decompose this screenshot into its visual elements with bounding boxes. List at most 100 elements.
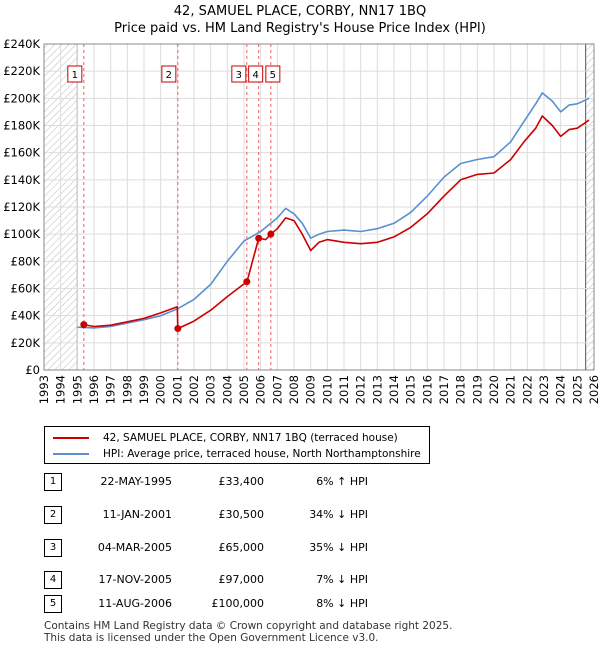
x-tick-label: 2010 xyxy=(320,375,334,404)
chart-title: 42, SAMUEL PLACE, CORBY, NN17 1BQ xyxy=(173,4,427,19)
y-tick-label: £240K xyxy=(3,37,40,51)
sale-point xyxy=(243,278,251,286)
transaction-number: 1 xyxy=(44,473,62,491)
x-tick-label: 2025 xyxy=(570,375,584,404)
transaction-price: £33,400 xyxy=(218,475,265,488)
x-tick-label: 2022 xyxy=(520,375,534,404)
plot-frame xyxy=(43,43,595,371)
footer: Contains HM Land Registry data © Crown c… xyxy=(44,620,452,644)
transaction-number: 4 xyxy=(44,571,62,589)
table-row: 5 11-AUG-2006 £100,000 8% ↓ HPI xyxy=(44,595,444,613)
y-tick-label: £120K xyxy=(3,200,40,214)
x-tick-label: 2013 xyxy=(370,375,384,404)
x-tick-label: 2007 xyxy=(270,375,284,404)
legend-swatch-property xyxy=(53,437,89,439)
legend-swatch-hpi xyxy=(53,453,89,455)
series-line xyxy=(77,92,590,329)
transaction-hpi-diff: 34% ↓ HPI xyxy=(309,508,368,521)
transaction-hpi-diff: 35% ↓ HPI xyxy=(309,541,368,554)
y-tick-label: £80K xyxy=(11,254,41,268)
sale-label-box xyxy=(161,65,177,83)
x-tick-label: 2019 xyxy=(470,375,484,404)
sale-point xyxy=(80,321,88,329)
y-tick-label: £140K xyxy=(3,173,40,187)
legend-item-hpi: HPI: Average price, terraced house, Nort… xyxy=(53,447,421,461)
sale-label-box xyxy=(248,65,264,83)
transaction-date: 11-JAN-2001 xyxy=(102,508,172,521)
y-tick-label: £0 xyxy=(25,363,40,377)
sale-label: 2 xyxy=(166,70,172,81)
table-row: 4 17-NOV-2005 £97,000 7% ↓ HPI xyxy=(44,571,444,589)
transaction-price: £100,000 xyxy=(211,597,265,610)
y-tick-label: £20K xyxy=(11,336,41,350)
x-tick-label: 1999 xyxy=(137,375,151,404)
transaction-date: 22-MAY-1995 xyxy=(100,475,172,488)
table-row: 3 04-MAR-2005 £65,000 35% ↓ HPI xyxy=(44,539,444,557)
sale-label: 5 xyxy=(270,70,276,81)
transaction-number: 2 xyxy=(44,506,62,524)
transaction-hpi-diff: 7% ↓ HPI xyxy=(316,573,368,586)
price-chart: 1 2 3 4 5 £0 £20K £40K £60K £80K £100K £120K £140K £1… xyxy=(3,37,600,404)
legend: 42, SAMUEL PLACE, CORBY, NN17 1BQ (terra… xyxy=(44,426,430,464)
sale-point xyxy=(174,325,182,333)
copyright-text: Contains HM Land Registry data © Crown c… xyxy=(44,620,453,632)
x-tick-label: 1993 xyxy=(37,375,51,404)
x-tick-label: 2009 xyxy=(304,375,318,404)
chart-subtitle: Price paid vs. HM Land Registry's House … xyxy=(114,21,486,36)
x-tick-label: 2012 xyxy=(354,375,368,404)
sale-label-box xyxy=(67,65,83,83)
x-tick-label: 2006 xyxy=(254,375,268,404)
transaction-price: £65,000 xyxy=(218,541,265,554)
x-tick-label: 2015 xyxy=(404,375,418,404)
transaction-number: 3 xyxy=(44,539,62,557)
x-tick-label: 2020 xyxy=(487,375,501,404)
transaction-date: 11-AUG-2006 xyxy=(98,597,172,610)
x-tick-label: 1998 xyxy=(120,375,134,404)
x-tick-label: 2003 xyxy=(204,375,218,404)
x-tick-label: 2000 xyxy=(154,375,168,404)
x-tick-label: 2021 xyxy=(504,375,518,404)
y-tick-label: £60K xyxy=(11,282,41,296)
series-line xyxy=(83,115,590,330)
sale-point xyxy=(267,230,275,238)
y-tick-label: £40K xyxy=(11,309,41,323)
x-tick-label: 2023 xyxy=(537,375,551,404)
x-tick-label: 2026 xyxy=(587,375,600,404)
x-tick-label: 2016 xyxy=(420,375,434,404)
x-tick-label: 2002 xyxy=(187,375,201,404)
x-tick-label: 2017 xyxy=(437,375,451,404)
x-tick-label: 2001 xyxy=(170,375,184,404)
sale-label: 4 xyxy=(252,70,258,81)
x-tick-label: 2014 xyxy=(387,375,401,404)
x-tick-label: 1997 xyxy=(104,375,118,404)
sale-label: 3 xyxy=(236,70,242,81)
transaction-date: 17-NOV-2005 xyxy=(98,573,172,586)
x-tick-label: 2008 xyxy=(287,375,301,404)
license-text: This data is licensed under the Open Gov… xyxy=(44,632,379,644)
sale-label-box xyxy=(265,65,281,83)
y-tick-label: £180K xyxy=(3,119,40,133)
legend-label-hpi: HPI: Average price, terraced house, Nort… xyxy=(103,448,421,460)
x-tick-label: 2024 xyxy=(554,375,568,404)
transaction-hpi-diff: 6% ↑ HPI xyxy=(316,475,368,488)
transaction-price: £30,500 xyxy=(218,508,265,521)
transaction-price: £97,000 xyxy=(218,573,265,586)
legend-label-property: 42, SAMUEL PLACE, CORBY, NN17 1BQ (terra… xyxy=(103,432,398,444)
x-tick-label: 1994 xyxy=(54,375,68,404)
x-tick-label: 2005 xyxy=(237,375,251,404)
y-tick-label: £220K xyxy=(3,64,40,78)
x-tick-label: 2004 xyxy=(220,375,234,404)
sale-label-box xyxy=(231,65,247,83)
x-tick-label: 1996 xyxy=(87,375,101,404)
table-row: 2 11-JAN-2001 £30,500 34% ↓ HPI xyxy=(44,506,444,524)
x-tick-label: 1995 xyxy=(70,375,84,404)
sale-label: 1 xyxy=(72,70,78,81)
legend-item-property: 42, SAMUEL PLACE, CORBY, NN17 1BQ (terra… xyxy=(53,431,398,445)
x-tick-label: 2018 xyxy=(454,375,468,404)
table-row: 1 22-MAY-1995 £33,400 6% ↑ HPI xyxy=(44,473,444,491)
transaction-date: 04-MAR-2005 xyxy=(97,541,172,554)
y-tick-label: £200K xyxy=(3,91,40,105)
transaction-number: 5 xyxy=(44,595,62,613)
sale-point xyxy=(255,234,263,242)
transaction-hpi-diff: 8% ↓ HPI xyxy=(316,597,368,610)
